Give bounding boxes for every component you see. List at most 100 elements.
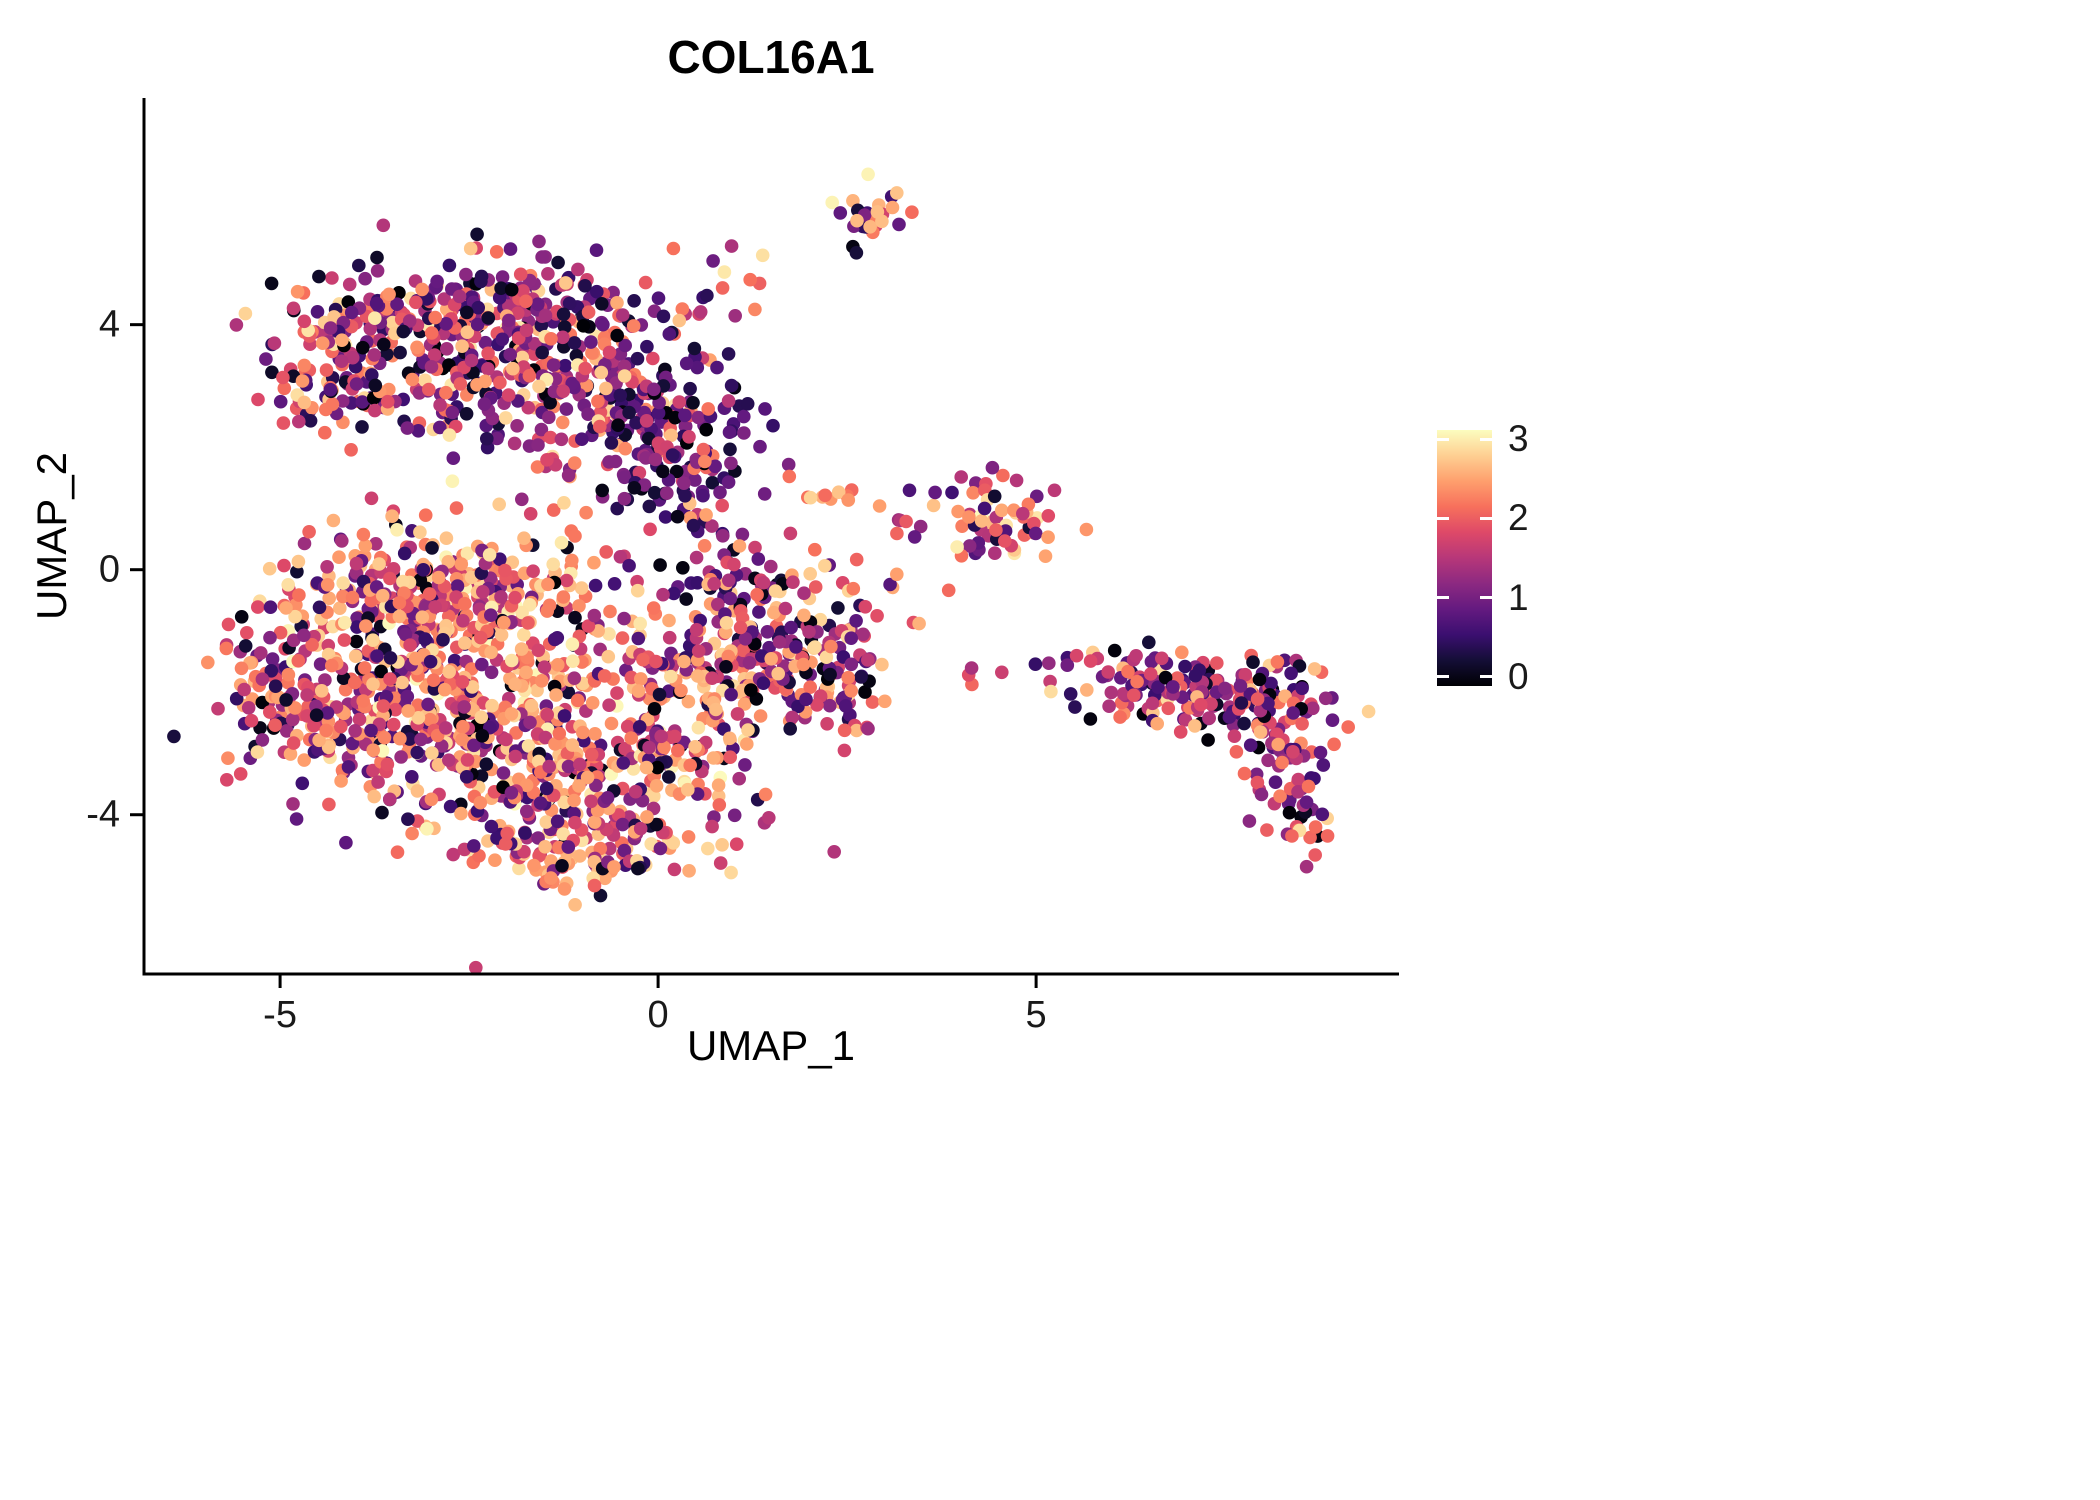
data-point [639,760,654,775]
data-point [561,468,576,483]
data-point [678,419,693,434]
data-point [463,241,478,256]
data-point [481,311,496,325]
data-point [499,732,513,747]
data-point [1188,668,1203,683]
data-point [585,346,599,360]
data-point [375,805,389,820]
data-point [229,691,244,706]
data-point [1227,729,1242,743]
data-point [477,397,492,411]
data-point [446,847,461,862]
data-point [712,798,727,812]
data-point [476,585,490,599]
data-point [1041,509,1056,523]
data-point [484,645,498,660]
data-point [556,330,570,345]
data-point [1104,685,1119,700]
data-point [488,853,502,867]
data-point [719,660,733,674]
data-point [796,657,811,672]
data-point [596,317,610,332]
data-point [705,475,720,490]
data-point [355,420,369,434]
data-point [573,849,587,863]
data-point [219,641,234,656]
data-point [377,730,392,745]
data-point [455,732,469,747]
data-point [383,672,397,686]
data-point [1101,665,1115,679]
data-point [295,374,310,388]
data-point [289,812,304,826]
data-point [401,704,416,718]
data-point [470,227,484,242]
data-point [987,489,1002,504]
data-point [394,750,408,764]
data-point [460,305,474,320]
data-point [683,758,697,773]
data-point [1155,651,1169,666]
data-point [595,297,609,311]
data-point [1252,672,1267,687]
data-point [756,676,771,690]
data-point [277,381,292,396]
data-point [751,552,766,566]
data-point [899,514,913,529]
data-point [676,561,690,575]
data-point [708,459,722,474]
data-point [546,503,561,517]
data-point [538,840,552,854]
data-point [540,707,554,722]
data-point [320,578,335,592]
data-point [696,442,711,457]
data-point [1068,700,1082,714]
data-point [690,669,705,683]
data-point [370,649,384,663]
data-point [604,436,619,450]
data-point [593,888,608,903]
data-point [926,498,941,513]
data-point [369,537,383,551]
data-point [279,693,293,707]
data-point [495,332,510,347]
data-point [473,795,488,810]
data-point [977,501,992,516]
data-point [844,684,858,698]
data-point [1291,785,1305,799]
data-point [288,701,302,715]
data-point [498,411,513,425]
data-point [1299,859,1314,874]
data-point [905,205,919,219]
data-point [1129,649,1143,663]
data-point [338,682,353,697]
data-point [262,561,277,576]
data-point [398,627,413,642]
data-point [849,723,864,738]
data-point [785,710,799,725]
data-point [737,697,752,711]
data-point [613,388,628,403]
data-point [753,439,767,454]
data-point [833,206,848,220]
data-point [988,546,1002,560]
data-point [565,553,579,568]
data-point [1307,662,1322,676]
data-point [535,674,549,688]
data-point [494,590,508,604]
data-point [497,615,511,630]
data-point [221,617,236,632]
data-point [849,614,863,628]
y-tick-label: 4 [98,303,120,346]
data-point [1325,713,1340,727]
data-point [513,267,528,282]
data-point [539,781,554,796]
data-point [390,297,404,312]
data-point [290,284,305,299]
data-point [555,415,570,430]
data-point [671,743,685,758]
data-point [345,350,360,365]
data-point [766,418,780,433]
data-point [618,441,633,456]
data-point [651,291,666,306]
